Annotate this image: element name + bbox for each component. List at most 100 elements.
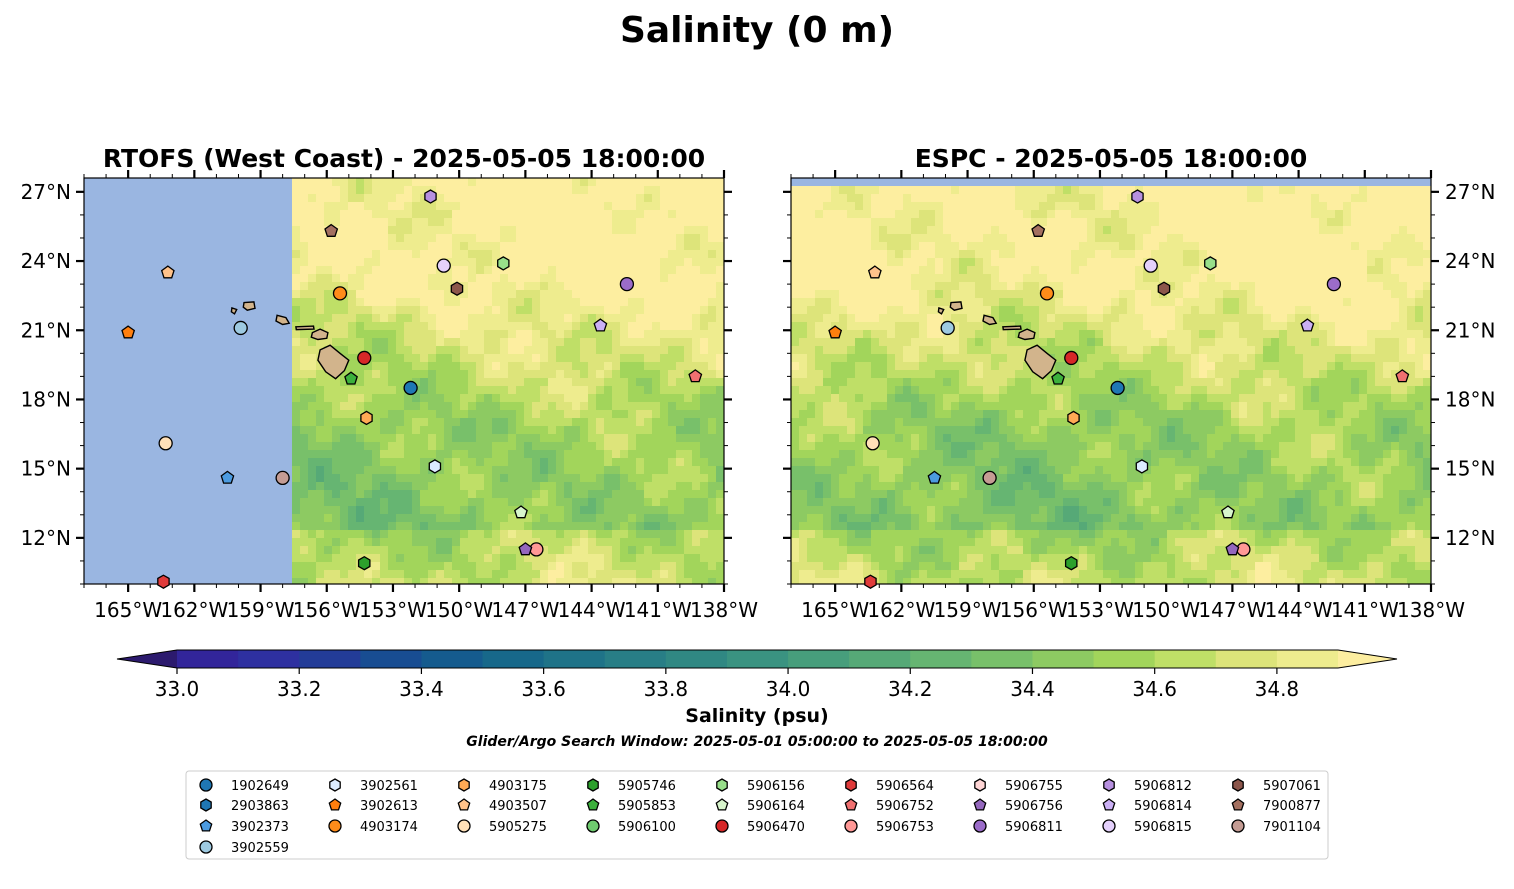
legend-marker-3902373 xyxy=(199,819,213,832)
salinity-field xyxy=(84,178,724,584)
legend-label: 7900877 xyxy=(1263,799,1321,814)
lon-tick-label: 159°W xyxy=(227,598,295,622)
float-marker-1902649 xyxy=(403,380,418,396)
float-marker-4903175 xyxy=(1067,410,1080,426)
legend-marker-4903507 xyxy=(457,798,471,811)
float-marker-5906814 xyxy=(593,318,608,332)
float-marker-3902561 xyxy=(1135,459,1149,474)
colorbar-extend-high xyxy=(1338,650,1397,668)
legend-marker-5906812 xyxy=(1103,778,1115,792)
float-marker-5906156 xyxy=(497,256,510,271)
float-marker-7900877 xyxy=(1031,223,1046,237)
island-maui xyxy=(1017,328,1036,341)
island-oahu xyxy=(982,314,998,326)
island-oahu xyxy=(275,314,291,326)
legend-label: 5906752 xyxy=(876,799,934,814)
float-marker-5906812 xyxy=(424,189,437,204)
panel-title: ESPC - 2025-05-05 18:00:00 xyxy=(915,144,1308,173)
colorbar-tick-label: 34.4 xyxy=(1010,677,1055,701)
lat-tick-label: 24°N xyxy=(21,249,71,273)
float-marker-5906164 xyxy=(1221,505,1235,519)
legend-label: 5906470 xyxy=(747,820,805,835)
float-marker-5906814 xyxy=(1300,318,1315,332)
float-marker-4903507 xyxy=(867,265,882,279)
colorbar-tick-label: 34.8 xyxy=(1255,677,1300,701)
legend-label: 5906100 xyxy=(618,820,676,835)
legend-marker-3902559 xyxy=(199,840,213,854)
legend-label: 7901104 xyxy=(1263,820,1321,835)
legend-label: 4903175 xyxy=(489,779,547,794)
legend-label: 3902613 xyxy=(360,799,418,814)
float-marker-5906164 xyxy=(514,505,528,519)
legend-marker-5906564 xyxy=(845,778,857,792)
legend-marker-5906470 xyxy=(715,819,729,833)
float-marker-3902373 xyxy=(927,470,942,484)
colorbar-bin xyxy=(1215,650,1278,668)
lon-tick-label: 165°W xyxy=(801,598,869,622)
colorbar-tick-label: 33.0 xyxy=(155,677,200,701)
colorbar-tick-label: 34.0 xyxy=(766,677,811,701)
panel-frame xyxy=(790,177,1432,585)
colorbar-label: Salinity (psu) xyxy=(685,705,828,727)
lon-tick-label: 141°W xyxy=(1331,598,1399,622)
float-marker-7901104 xyxy=(275,470,290,486)
legend-marker-5906156 xyxy=(716,778,728,792)
float-marker-5906564 xyxy=(157,574,170,589)
colorbar-tick-label: 33.2 xyxy=(277,677,322,701)
float-marker-3902561 xyxy=(428,459,442,474)
salinity-field xyxy=(791,178,1431,584)
legend-marker-2903863 xyxy=(200,798,212,812)
colorbar-tick-label: 33.8 xyxy=(644,677,689,701)
legend-label: 5907061 xyxy=(1263,779,1321,794)
lon-tick-label: 162°W xyxy=(160,598,228,622)
float-marker-5906812 xyxy=(1131,189,1144,204)
legend-marker-3902561 xyxy=(329,778,341,792)
float-marker-5906753 xyxy=(1236,542,1251,557)
lon-tick-label: 147°W xyxy=(491,598,559,622)
colorbar: 33.0 33.2 33.4 33.6 33.8 34.0 34.2 34.4 34.6 34.8… xyxy=(116,649,1398,727)
colorbar-bin xyxy=(421,650,484,668)
lon-tick-label: 144°W xyxy=(1265,598,1333,622)
legend-label: 5906814 xyxy=(1134,799,1192,814)
float-marker-5905746 xyxy=(1064,555,1078,571)
legend-marker-4903174 xyxy=(328,819,342,833)
lat-tick-label: 24°N xyxy=(1445,249,1495,273)
colorbar-tick-label: 33.4 xyxy=(399,677,444,701)
float-marker-5905275 xyxy=(158,436,173,451)
colorbar-extend-low xyxy=(117,650,177,668)
legend-label: 3902561 xyxy=(360,779,418,794)
float-marker-5906815 xyxy=(1143,258,1158,273)
lon-tick-label: 141°W xyxy=(624,598,692,622)
lat-tick-label: 15°N xyxy=(21,457,71,481)
legend-label: 5906756 xyxy=(1005,799,1063,814)
island-hawaii xyxy=(317,344,350,380)
float-marker-5905746 xyxy=(357,555,371,571)
lon-tick-label: 138°W xyxy=(690,598,758,622)
lon-tick-label: 156°W xyxy=(293,598,361,622)
island-molokai xyxy=(295,325,315,331)
lon-tick-label: 150°W xyxy=(1132,598,1200,622)
panel-rtofs: RTOFS (West Coast) - 2025-05-05 18:00:00… xyxy=(21,144,759,622)
search-window-caption: Glider/Argo Search Window: 2025-05-01 05… xyxy=(466,734,1048,750)
float-marker-4903175 xyxy=(360,410,373,426)
legend-label: 5906753 xyxy=(876,820,934,835)
lon-tick-label: 144°W xyxy=(558,598,626,622)
colorbar-bin xyxy=(788,650,850,668)
legend-marker-5906753 xyxy=(844,819,858,833)
lat-tick-label: 21°N xyxy=(1445,318,1495,342)
legend-marker-3902613 xyxy=(328,798,342,811)
legend-label: 4903507 xyxy=(489,799,547,814)
legend-marker-5906164 xyxy=(715,798,729,811)
legend-marker-5906756 xyxy=(973,798,987,811)
colorbar-bin xyxy=(604,650,667,668)
lon-tick-label: 162°W xyxy=(867,598,935,622)
island-hawaii xyxy=(1024,344,1057,380)
float-marker-5907061 xyxy=(450,281,464,296)
float-marker-3902373 xyxy=(220,470,235,484)
legend-marker-5906755 xyxy=(974,778,986,792)
float-marker-5906470 xyxy=(1064,350,1079,366)
colorbar-bin xyxy=(910,650,972,668)
float-marker-7900877 xyxy=(324,223,339,237)
float-legend: 1902649 2903863 3902373 3902559 3902561 39026… xyxy=(185,770,1329,860)
